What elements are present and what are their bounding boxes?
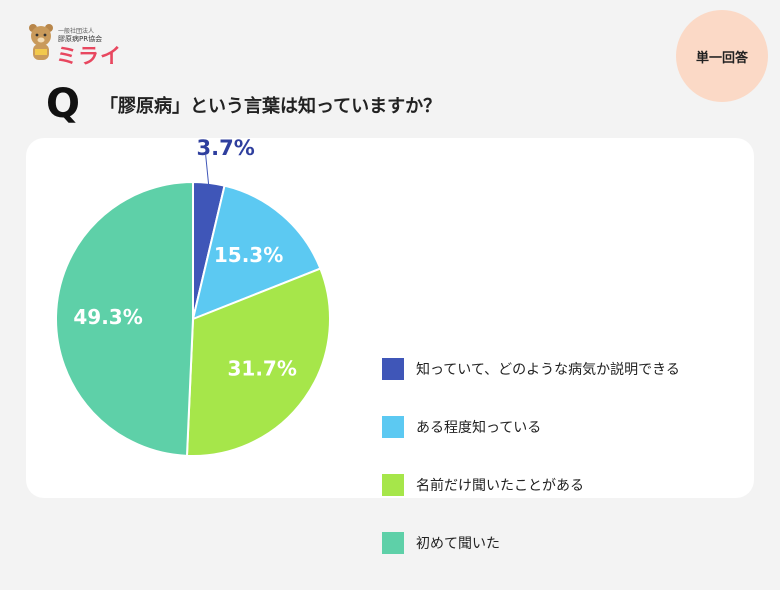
legend-swatch-4	[382, 532, 404, 554]
pie-slice-2	[191, 184, 322, 321]
chart-card: 3.7% 15.3% 31.7% 49.3% 知っていて、どのような病気か説明できるあ…	[26, 138, 754, 554]
legend-swatch-2	[382, 416, 404, 438]
pie-slice-label-1: 3.7%	[197, 138, 255, 160]
chart-legend: 知っていて、どのような病気か説明できる ある程度知っている名前だけ聞いたことがある…	[382, 358, 680, 590]
logo-org-type: 一般社団法人	[58, 28, 95, 35]
legend-label-2: ある程度知っている	[416, 420, 542, 436]
logo-association: 膠原病PR協会	[58, 35, 103, 43]
legend-label-4: 初めて聞いた	[416, 536, 500, 552]
pie-slice-label-2: 15.3%	[214, 243, 283, 267]
question-mark-q: Q	[46, 81, 81, 127]
logo-name: ミライ	[56, 44, 122, 68]
pie-slice-label-3: 31.7%	[227, 356, 296, 380]
legend-item-1: 知っていて、どのような病気か説明できる	[382, 358, 680, 380]
pie-slice-4	[55, 180, 194, 457]
question-text: 「膠原病」という言葉は知っていますか？	[100, 96, 442, 117]
legend-label-1: 知っていて、どのような病気か説明できる	[416, 362, 680, 378]
pie-chart: 3.7% 15.3% 31.7% 49.3%	[55, 138, 331, 457]
answer-type-label: 単一回答	[695, 50, 748, 66]
answer-type-badge: 単一回答	[676, 10, 768, 102]
legend-item-2: ある程度知っている	[382, 416, 680, 438]
legend-item-3: 名前だけ聞いたことがある	[382, 474, 680, 496]
bear-mascot-icon	[29, 24, 53, 60]
legend-swatch-3	[382, 474, 404, 496]
legend-label-3: 名前だけ聞いたことがある	[416, 478, 584, 494]
logo: 一般社団法人 膠原病PR協会 ミライ	[26, 20, 136, 68]
legend-swatch-1	[382, 358, 404, 380]
legend-item-4: 初めて聞いた	[382, 532, 680, 554]
pie-slice-label-4: 49.3%	[73, 305, 142, 329]
pie-slice-3	[185, 267, 331, 457]
pie-leader-line	[205, 155, 210, 185]
